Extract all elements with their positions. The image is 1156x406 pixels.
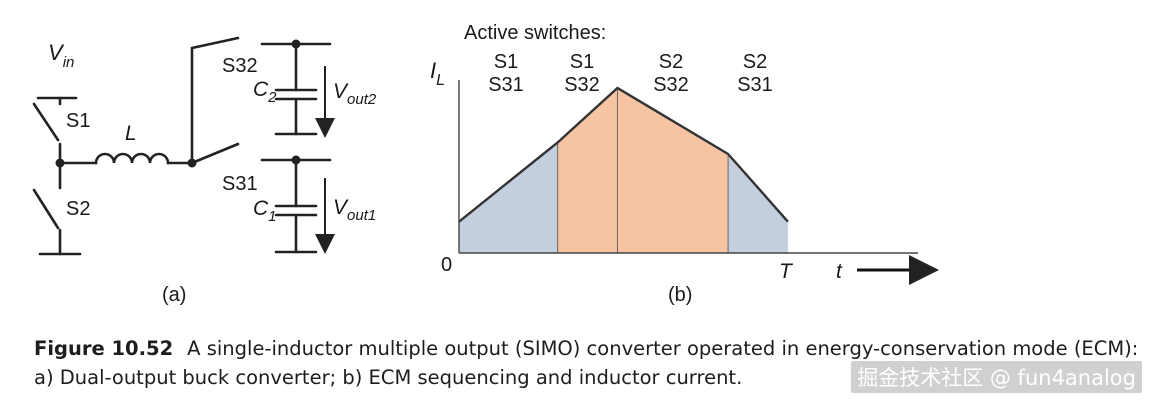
y-axis-label: IL [430,58,445,89]
inductor-coil [94,152,170,165]
s2-switch [32,188,60,230]
phase-2-top: S1 [570,51,594,73]
s2-label: S2 [66,198,90,220]
s32-label: S32 [222,55,258,77]
switch-node-dot [55,158,65,168]
x-axis-label: t [836,260,843,283]
waveform-plot [458,86,789,253]
inductor-label: L [125,122,137,145]
figure-number: Figure 10.52 [34,337,174,360]
phase-4-bottom: S31 [737,74,773,96]
phase-1-top: S1 [494,51,518,73]
phase-1-bottom: S31 [488,74,524,96]
vout2-label: Vout2 [333,80,377,108]
phase-2-bottom: S32 [564,74,600,96]
segment-2-area [557,88,618,253]
phase-3-bottom: S32 [653,74,689,96]
s31-label: S31 [222,173,258,195]
s1-label: S1 [66,110,90,132]
panel-a-label: (a) [162,284,186,306]
origin-label: 0 [441,254,452,276]
c2-label: C2 [253,78,277,106]
vout2-node-dot [291,39,301,49]
segment-4-area [728,154,788,253]
s32-switch [190,36,240,50]
vin-label: Vin [48,40,74,71]
c1-label: C1 [253,197,277,225]
watermark: 掘金技术社区 @ fun4analog [851,361,1142,393]
figure-art: Vin S1 S2 L S32 S31 C2 C1 Vout2 Vout1 (a… [32,22,939,306]
caption-text: A single-inductor multiple output (SIMO)… [34,337,1139,389]
phase-4-top: S2 [743,51,767,73]
s1-switch [32,102,60,142]
active-switches-header: Active switches: [464,22,606,44]
figure-caption: Figure 10.52 A single-inductor multiple o… [34,334,1144,392]
period-label: T [779,260,794,283]
vout1-node-dot [291,155,301,165]
segment-1-area [459,142,558,253]
phase-3-top: S2 [659,51,683,73]
circuit-diagram [32,36,332,256]
inductor-output-dot [187,158,197,168]
segment-3-area [617,88,729,253]
vout1-label: Vout1 [333,196,376,224]
s31-switch [190,142,240,165]
panel-b-label: (b) [668,284,692,306]
